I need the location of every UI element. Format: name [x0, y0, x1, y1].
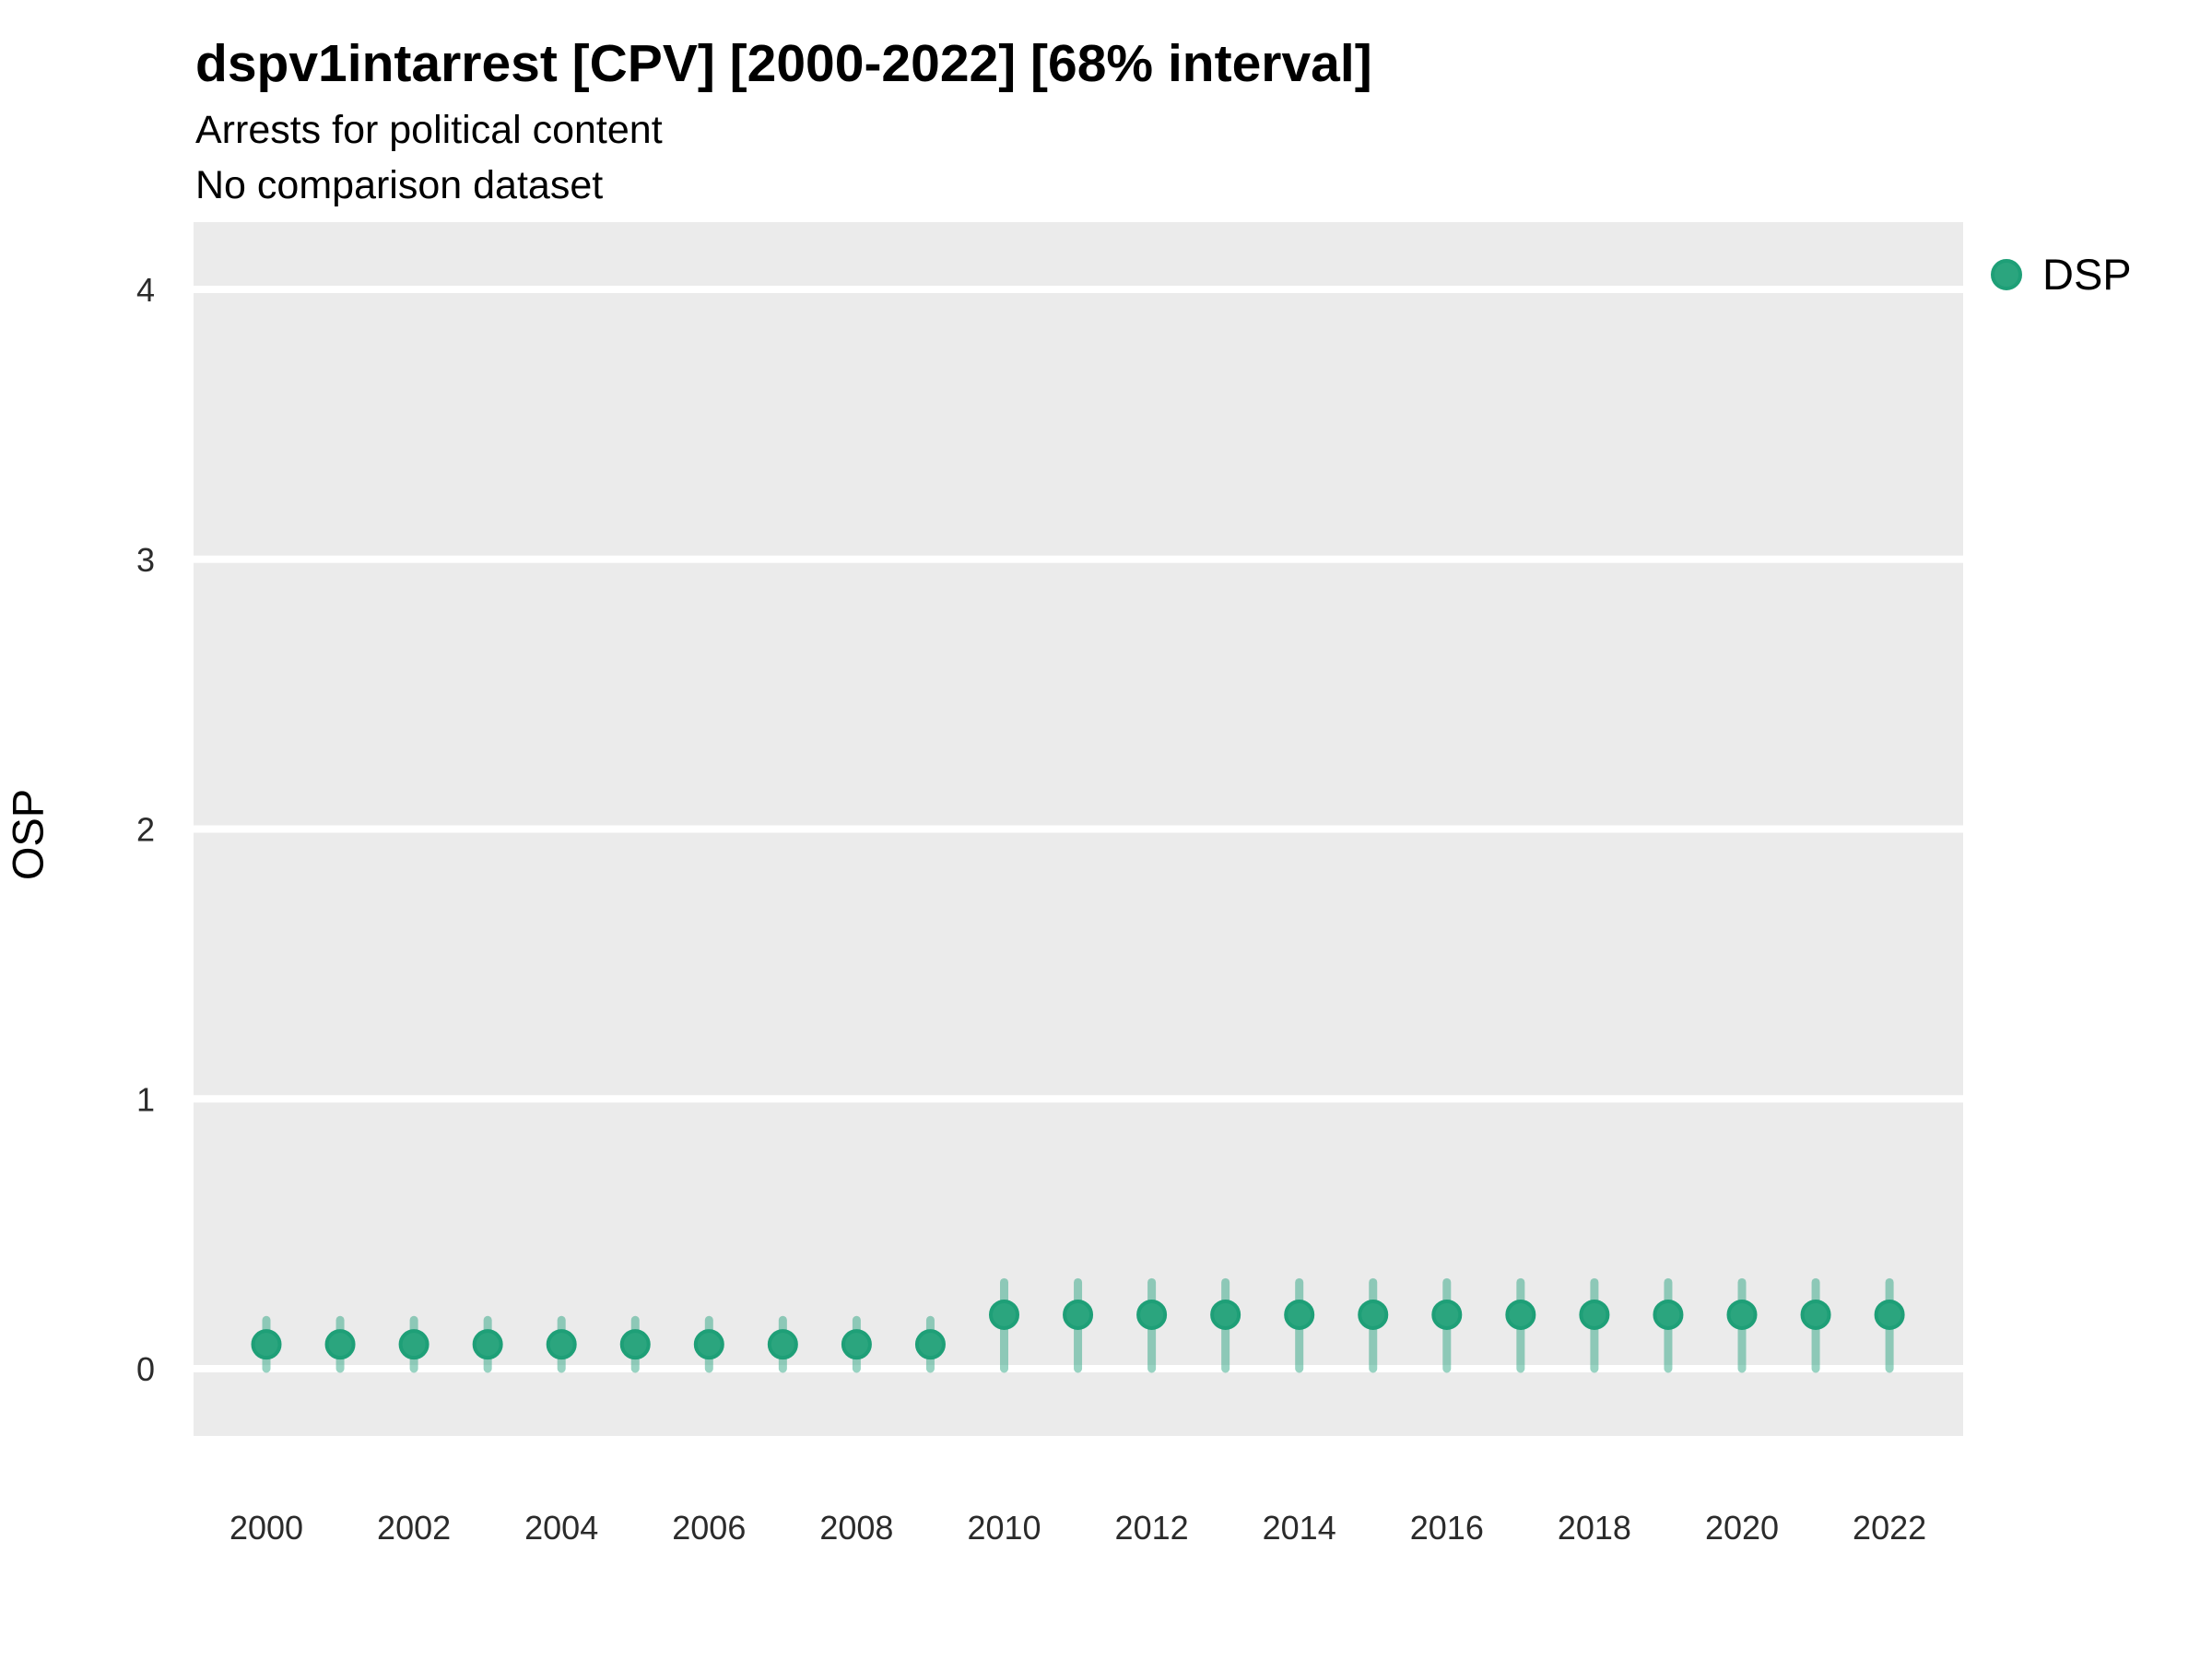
data-point-2000 [251, 1329, 282, 1360]
data-point-2007 [767, 1329, 798, 1360]
data-point-2015 [1358, 1299, 1389, 1330]
x-tick-label-2012: 2012 [1115, 1509, 1189, 1547]
legend-dsp-dot-icon [1991, 258, 2022, 290]
data-point-2020 [1726, 1299, 1758, 1330]
data-point-2001 [324, 1329, 356, 1360]
x-tick-label-2002: 2002 [377, 1509, 451, 1547]
x-tick-label-2018: 2018 [1558, 1509, 1631, 1547]
data-point-2019 [1653, 1299, 1684, 1330]
data-point-2017 [1505, 1299, 1536, 1330]
x-tick-label-2022: 2022 [1853, 1509, 1926, 1547]
y-tick-label-1: 1 [136, 1080, 155, 1118]
data-point-2009 [914, 1329, 946, 1360]
x-tick-label-2010: 2010 [967, 1509, 1041, 1547]
data-point-2014 [1284, 1299, 1315, 1330]
data-point-2011 [1063, 1299, 1094, 1330]
x-tick-label-2014: 2014 [1263, 1509, 1336, 1547]
legend-label-dsp: DSP [2042, 250, 2132, 299]
x-tick-label-2016: 2016 [1410, 1509, 1484, 1547]
y-tick-label-4: 4 [136, 271, 155, 309]
chart-title: dspv1intarrest [CPV] [2000-2022] [68% in… [195, 34, 1372, 93]
x-tick-label-2000: 2000 [229, 1509, 303, 1547]
x-tick-label-2006: 2006 [672, 1509, 746, 1547]
data-point-2002 [398, 1329, 429, 1360]
data-point-2013 [1210, 1299, 1241, 1330]
data-point-2010 [989, 1299, 1019, 1330]
data-point-2008 [841, 1329, 872, 1360]
chart-subtitle-secondary: No comparison dataset [195, 163, 604, 207]
data-point-2022 [1874, 1299, 1905, 1330]
data-point-2012 [1136, 1299, 1168, 1330]
data-point-2018 [1579, 1299, 1610, 1330]
x-tick-label-2004: 2004 [524, 1509, 598, 1547]
x-tick-label-2008: 2008 [819, 1509, 893, 1547]
data-point-2003 [472, 1329, 503, 1360]
data-point-2005 [619, 1329, 651, 1360]
data-point-2016 [1431, 1299, 1463, 1330]
data-point-2004 [546, 1329, 577, 1360]
chart-subtitle: Arrests for political content [195, 108, 663, 152]
x-tick-label-2020: 2020 [1705, 1509, 1779, 1547]
y-tick-label-2: 2 [136, 811, 155, 849]
y-tick-label-0: 0 [136, 1350, 155, 1388]
data-point-2021 [1800, 1299, 1831, 1330]
data-point-2006 [693, 1329, 724, 1360]
y-tick-label-3: 3 [136, 541, 155, 579]
legend: DSP [1991, 249, 2132, 300]
